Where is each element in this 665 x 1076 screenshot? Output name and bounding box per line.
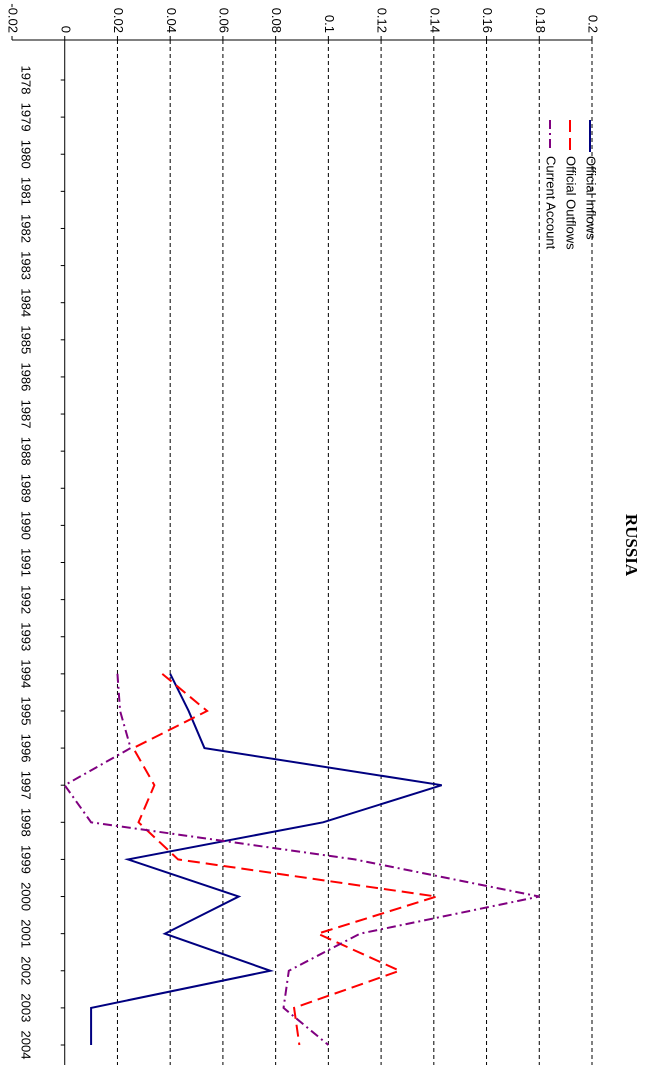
x-tick-label: 1986 [18,362,33,391]
x-tick-label: 1996 [18,734,33,763]
plot: RUSSIA -0.02 0 0.02 0.04 0.06 0.08 0.1 0.12 0.14… [6,3,641,1065]
x-tick-label: 1998 [18,808,33,837]
x-tick-label: 1989 [18,474,33,503]
x-tick-label: 1994 [18,659,33,688]
x-tick-label: 2000 [18,882,33,911]
x-tick-label: 2002 [18,956,33,985]
x-tick-label: 2001 [18,919,33,948]
x-tick-label: 1980 [18,140,33,169]
x-tick-label: 1981 [18,177,33,206]
y-tick-label: 0.06 [216,8,231,33]
legend-label: Current Account [544,156,559,250]
y-tick-label: 0.12 [375,8,390,33]
y-tick-label: 0.02 [111,8,126,33]
x-tick-label: 1985 [18,325,33,354]
chart-title: RUSSIA [622,514,641,577]
x-tick-label: 2004 [18,1031,33,1060]
y-tick-label: 0.1 [322,15,337,33]
legend-label: Official Inflows [584,156,599,240]
y-tick-label: 0.08 [269,8,284,33]
x-tick-label: 1979 [18,103,33,132]
x-tick-label: 1992 [18,585,33,614]
y-tick-label: 0.16 [480,8,495,33]
series-line [90,673,443,1045]
x-tick-label: 1991 [18,548,33,577]
x-tick-label: 1995 [18,697,33,726]
y-tick-label: 0.18 [533,8,548,33]
series-line [63,673,540,1046]
x-tick-label: 2003 [18,993,33,1022]
x-tick-label: 1984 [18,288,33,317]
y-tick-label: 0.04 [164,8,179,33]
x-tick-label: 1978 [18,66,33,95]
y-tick-label: -0.02 [6,3,21,33]
y-tick-label: 0.14 [427,8,442,33]
x-tick-label: 1982 [18,214,33,243]
x-tick-label: 1983 [18,251,33,280]
y-tick-label: 0 [58,26,73,33]
series-line [131,673,437,1046]
x-tick-label: 1997 [18,771,33,800]
x-tick-label: 1993 [18,622,33,651]
x-tick-label: 1988 [18,437,33,466]
legend-label: Official Outflows [564,156,579,250]
x-tick-label: 1990 [18,511,33,540]
x-tick-label: 1987 [18,400,33,429]
y-tick-label: 0.2 [586,15,601,33]
x-tick-label: 1999 [18,845,33,874]
